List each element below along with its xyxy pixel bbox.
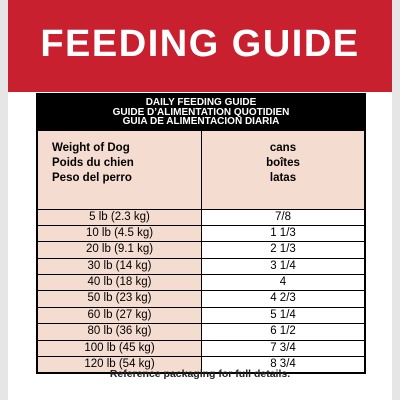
table-row: 50 lb (23 kg) 4 2/3 bbox=[38, 290, 364, 307]
table-row: 5 lb (2.3 kg) 7/8 bbox=[38, 208, 364, 225]
page-title: FEEDING GUIDE bbox=[40, 22, 360, 65]
feeding-table: DAILY FEEDING GUIDE GUIDE D’ALIMENTATION… bbox=[36, 93, 366, 375]
table-header-line-en: DAILY FEEDING GUIDE bbox=[145, 97, 257, 108]
cans-header-fr: boîtes bbox=[266, 156, 300, 169]
table-row: 10 lb (4.5 kg) 1 1/3 bbox=[38, 224, 364, 242]
weight-header-es: Peso del perro bbox=[52, 171, 132, 184]
title-banner: FEEDING GUIDE bbox=[8, 0, 392, 92]
cans-cell: 4 2/3 bbox=[202, 291, 364, 307]
weight-cell: 100 lb (45 kg) bbox=[38, 340, 202, 357]
weight-cell: 40 lb (18 kg) bbox=[38, 275, 202, 291]
weight-cell: 30 lb (14 kg) bbox=[38, 258, 202, 275]
table-header: DAILY FEEDING GUIDE GUIDE D’ALIMENTATION… bbox=[38, 95, 364, 130]
cans-cell: 4 bbox=[202, 275, 364, 291]
table-row: 30 lb (14 kg) 3 1/4 bbox=[38, 257, 364, 275]
cans-cell: 2 1/3 bbox=[202, 242, 364, 258]
table-header-line-es: GUIA DE ALIMENTACION DIARIA bbox=[122, 116, 280, 127]
table-row: 60 lb (27 kg) 5 1/4 bbox=[38, 306, 364, 324]
cans-cell: 1 1/3 bbox=[202, 225, 364, 242]
column-headers: Weight of Dog Poids du chien Peso del pe… bbox=[38, 129, 364, 209]
cans-cell: 8 3/4 bbox=[202, 357, 364, 373]
cans-cell: 7/8 bbox=[202, 209, 364, 225]
cans-column-header: cans boîtes latas bbox=[202, 131, 364, 209]
cans-header-en: cans bbox=[269, 141, 297, 154]
table-row: 40 lb (18 kg) 4 bbox=[38, 274, 364, 291]
table-row: 120 lb (54 kg) 8 3/4 bbox=[38, 356, 364, 373]
weight-header-fr: Poids du chien bbox=[52, 156, 134, 169]
table-body: 5 lb (2.3 kg) 7/8 10 lb (4.5 kg) 1 1/3 20 … bbox=[38, 208, 364, 373]
weight-column-header: Weight of Dog Poids du chien Peso del pe… bbox=[38, 130, 202, 209]
weight-cell: 80 lb (36 kg) bbox=[38, 324, 202, 340]
footer-note: Reference packaging for full details. bbox=[109, 368, 291, 380]
cans-cell: 6 1/2 bbox=[202, 324, 364, 340]
table-header-line-fr: GUIDE D’ALIMENTATION QUOTIDIEN bbox=[112, 106, 290, 118]
cans-cell: 7 3/4 bbox=[202, 340, 364, 357]
weight-cell: 5 lb (2.3 kg) bbox=[38, 209, 202, 225]
table-row: 20 lb (9.1 kg) 2 1/3 bbox=[38, 241, 364, 258]
cans-cell: 3 1/4 bbox=[202, 258, 364, 275]
cans-header-es: latas bbox=[269, 171, 297, 184]
table-row: 100 lb (45 kg) 7 3/4 bbox=[38, 339, 364, 357]
table-row: 80 lb (36 kg) 6 1/2 bbox=[38, 323, 364, 340]
weight-header-en: Weight of Dog bbox=[52, 141, 130, 154]
cans-cell: 5 1/4 bbox=[202, 307, 364, 324]
weight-cell: 10 lb (4.5 kg) bbox=[38, 225, 202, 242]
weight-cell: 50 lb (23 kg) bbox=[38, 291, 202, 307]
weight-cell: 60 lb (27 kg) bbox=[38, 307, 202, 324]
weight-cell: 20 lb (9.1 kg) bbox=[38, 242, 202, 258]
feeding-guide-card: FEEDING GUIDE DAILY FEEDING GUIDE GUIDE … bbox=[8, 0, 392, 400]
weight-cell: 120 lb (54 kg) bbox=[38, 357, 202, 373]
